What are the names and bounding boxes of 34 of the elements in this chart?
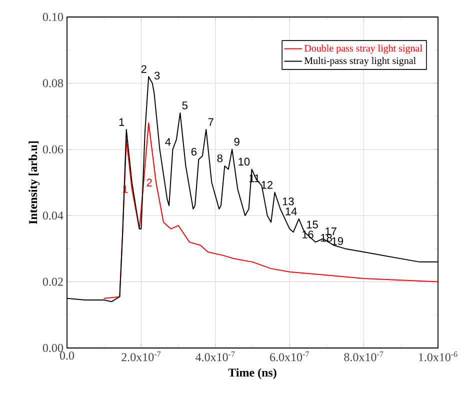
y-tick-label: 0.04	[42, 212, 64, 220]
annotation: 9	[234, 138, 240, 146]
annotation: 2	[146, 178, 152, 186]
annotation: 1	[119, 118, 124, 126]
annotation: 19	[332, 237, 344, 245]
annotation: 2	[141, 65, 146, 73]
y-tick-label: 0.06	[42, 145, 64, 154]
x-axis-title: Time (ns)	[228, 368, 276, 380]
x-tick-label: 0.0	[60, 352, 74, 360]
x-tick-label: 1.0x10$^{-6}$	[418, 352, 458, 362]
annotation: 6	[191, 148, 197, 156]
annotation: 10	[238, 158, 250, 166]
x-tick-label: 8.0x10$^{-7}$	[344, 352, 384, 362]
annotation: 7	[208, 118, 214, 126]
annotation: 14	[286, 208, 297, 216]
annotation: 8	[217, 154, 222, 162]
annotation: 4	[165, 138, 171, 146]
x-tick-label: 6.0x10$^{-7}$	[270, 352, 309, 362]
annotation: 3	[154, 72, 160, 80]
y-tick-label: 0.08	[42, 79, 64, 88]
annotation: 15	[306, 220, 318, 228]
annotation: 13	[282, 198, 294, 206]
annotation: 12	[262, 181, 273, 189]
x-tick-label: 4.0x10$^{-7}$	[196, 352, 235, 362]
annotation: 17	[326, 228, 336, 236]
y-tick-label: 0.02	[42, 278, 63, 286]
y-tick-label: 0.10	[42, 12, 64, 22]
annotation: 18	[321, 234, 332, 242]
annotation: 5	[182, 102, 188, 110]
x-tick-label: 2.0x10$^{-7}$	[122, 352, 161, 362]
y-axis-title: Intensity [arb.u]	[28, 141, 40, 224]
y-tick-label: 0.00	[42, 344, 64, 352]
legend-label: Double pass stray light signal	[304, 44, 422, 54]
legend-label: Multi-pass stray light signal	[304, 56, 416, 66]
